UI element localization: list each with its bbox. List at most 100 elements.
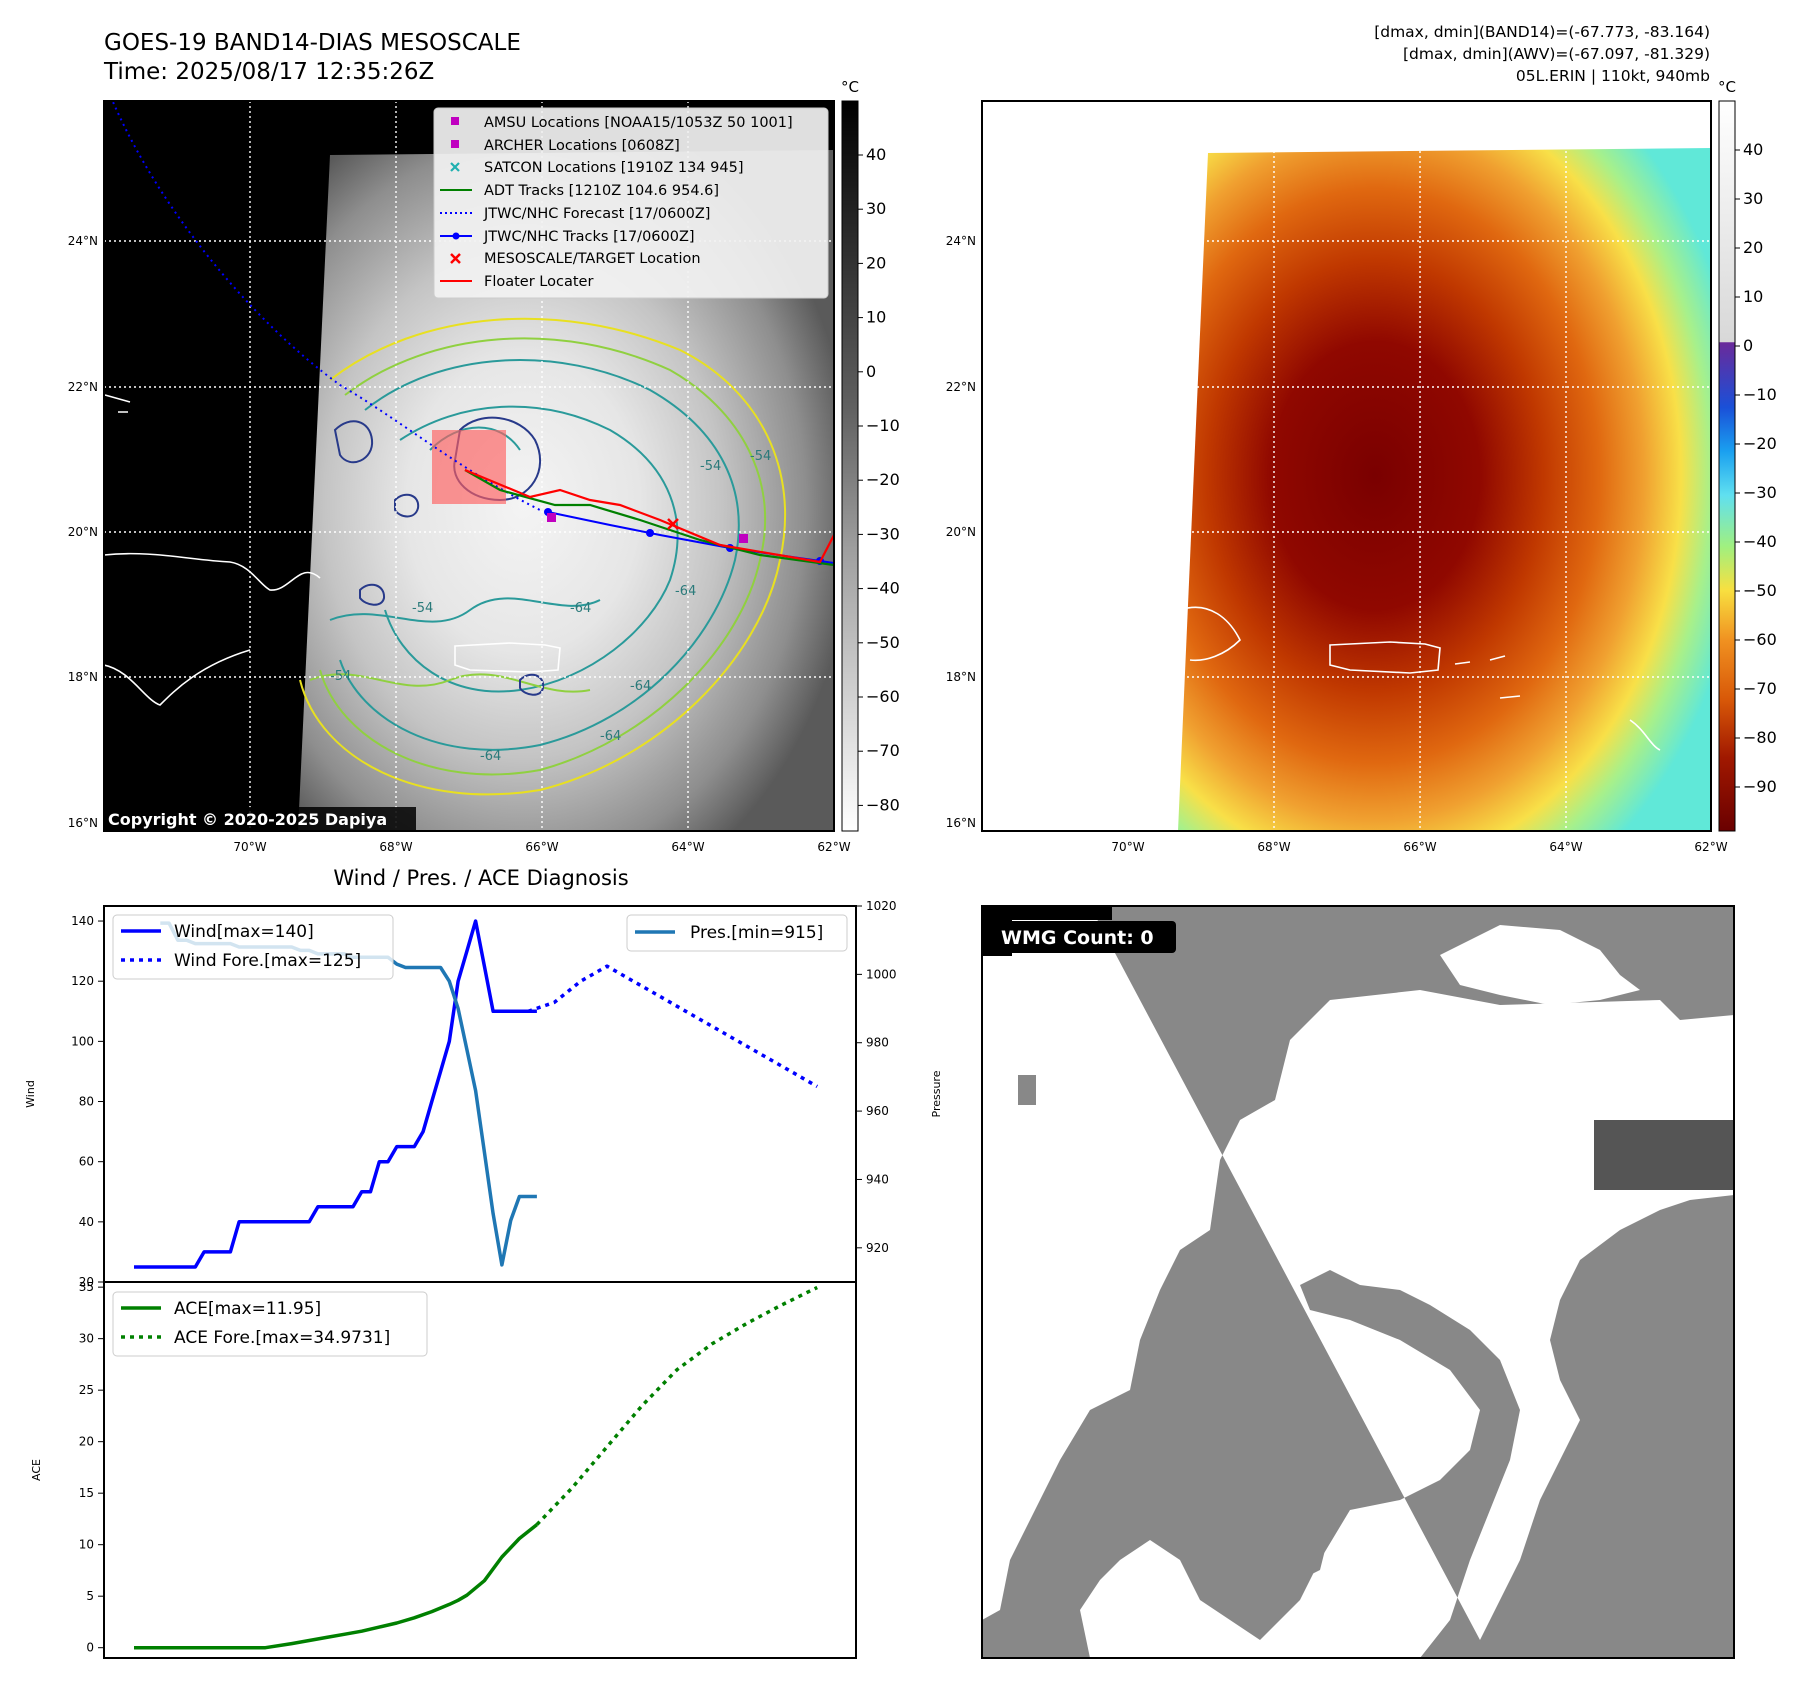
ir-coastlines — [104, 394, 561, 706]
colorbar-tick-label: −70 — [1743, 679, 1777, 698]
ir-colorbar-unit: °C — [841, 78, 859, 96]
lon-label: 62°W — [1694, 840, 1727, 854]
legend-label-wind: Wind[max=140] — [174, 922, 314, 942]
ir-legend: AMSU Locations [NOAA15/1053Z 50 1001] AR… — [433, 107, 829, 299]
contour-label: -64 — [600, 729, 621, 744]
ace-series — [134, 1285, 818, 1650]
pressure-tick-label: 1020 — [866, 899, 897, 913]
wmg-count-label: WMG Count: 0 — [1001, 927, 1154, 949]
colorbar-tick-label: 30 — [1743, 189, 1763, 208]
ace-axis-label: ACE — [30, 1459, 43, 1481]
colorbar-tick-label: 20 — [866, 253, 886, 272]
enh-map-panel: 24°N 22°N 20°N 18°N 16°N 70°W 68°W 66°W … — [946, 78, 1777, 854]
legend-marker-mesoscale — [450, 253, 461, 264]
wind-tick-label: 40 — [79, 1215, 94, 1229]
colorbar-tick-label: −30 — [866, 524, 900, 543]
colorbar-tick-label: 0 — [866, 362, 876, 381]
wmg-gap — [1440, 925, 1640, 1005]
ace-tick-label: 35 — [79, 1280, 94, 1294]
lon-label: 68°W — [379, 840, 412, 854]
enh-lon-labels: 70°W 68°W 66°W 64°W 62°W — [1111, 840, 1727, 854]
colorbar-tick-label: −90 — [1743, 777, 1777, 796]
colorbar-tick-label: −10 — [866, 416, 900, 435]
legend-label-ace: ACE[max=11.95] — [174, 1299, 321, 1319]
colorbar-tick-label: 40 — [866, 145, 886, 164]
lat-label: 18°N — [68, 670, 98, 684]
ace-tick-label: 25 — [79, 1383, 94, 1397]
legend-label: JTWC/NHC Tracks [17/0600Z] — [483, 229, 695, 245]
lat-label: 20°N — [68, 525, 98, 539]
legend-marker-amsu — [451, 117, 459, 125]
lon-label: 66°W — [1403, 840, 1436, 854]
series-line — [134, 1523, 538, 1650]
floater-locator — [464, 468, 834, 564]
legend-label-pressure: Pres.[min=915] — [690, 923, 823, 943]
lon-label: 68°W — [1257, 840, 1290, 854]
enh-colorbar-ticks: 40 30 20 10 0 −10 −20 −30 −40 −50 −60 −70 −80 −90 — [1735, 140, 1777, 796]
diagnosis-title: Wind / Pres. / ACE Diagnosis — [333, 866, 628, 890]
legend-label: Floater Locater — [484, 274, 593, 290]
pressure-tick-label: 960 — [866, 1104, 889, 1118]
enh-coastlines — [1179, 606, 1661, 751]
lat-label: 20°N — [946, 525, 976, 539]
ir-colorbar — [841, 100, 859, 832]
ir-lat-labels: 24°N 22°N 20°N 18°N 16°N — [68, 234, 98, 830]
pressure-tick-label: 940 — [866, 1172, 889, 1186]
contour-label: -54 — [750, 449, 771, 464]
copyright-box — [104, 807, 416, 831]
contour-label: -64 — [480, 749, 501, 764]
lat-label: 22°N — [946, 380, 976, 394]
band14-range: [dmax, dmin](BAND14)=(-67.773, -83.164) — [1374, 23, 1710, 41]
colorbar-tick-label: 40 — [1743, 140, 1763, 159]
mesoscale-target-markers — [667, 518, 679, 530]
wmg-panel: WMG Count: 0 — [981, 905, 1735, 1659]
wind-legend: Wind[max=140] Wind Fore.[max=125] Pres.[… — [112, 914, 848, 980]
enh-colorbar — [1718, 100, 1736, 832]
enh-imagery — [1178, 148, 1711, 831]
legend-label: MESOSCALE/TARGET Location — [484, 251, 701, 267]
colorbar-tick-label: −30 — [1743, 483, 1777, 502]
wind-tick-label: 60 — [79, 1155, 94, 1169]
awv-range: [dmax, dmin](AWV)=(-67.097, -81.329) — [1403, 45, 1710, 63]
legend-marker-archer — [451, 140, 459, 148]
legend-label: SATCON Locations [1910Z 134 945] — [484, 160, 743, 176]
figure-title: GOES-19 BAND14-DIAS MESOSCALE — [104, 30, 521, 56]
legend-label-wind-forecast: Wind Fore.[max=125] — [174, 951, 361, 971]
series-line — [535, 1285, 818, 1526]
wind-pressure-chart: Wind / Pres. / ACE Diagnosis 20 40 60 80 100… — [24, 866, 943, 1289]
wmg-count-badge — [994, 921, 1176, 953]
colorbar-tick-label: −60 — [866, 687, 900, 706]
ace-tick-label: 0 — [86, 1641, 94, 1655]
colorbar-tick-label: 10 — [866, 308, 886, 327]
legend-label: ADT Tracks [1210Z 104.6 954.6] — [484, 183, 719, 199]
lon-label: 70°W — [1111, 840, 1144, 854]
ir-lon-labels: 70°W 68°W 66°W 64°W 62°W — [233, 840, 850, 854]
colorbar-tick-label: −80 — [866, 795, 900, 814]
legend-label: JTWC/NHC Forecast [17/0600Z] — [483, 206, 710, 222]
wind-tick-label: 80 — [79, 1095, 94, 1109]
lon-label: 64°W — [1549, 840, 1582, 854]
enh-map-frame — [981, 100, 1712, 832]
storm-info: 05L.ERIN | 110kt, 940mb — [1516, 67, 1710, 85]
wmg-cell — [1012, 1078, 1016, 1082]
mesoscale-target-box — [432, 430, 506, 504]
ace-tick-label: 30 — [79, 1332, 94, 1346]
ace-chart: 0 5 10 15 20 25 30 35 ACE ACE[max=11.95] ACE Fo… — [30, 1280, 857, 1659]
ace-axes: 0 5 10 15 20 25 30 35 — [79, 1280, 104, 1655]
wind-tick-label: 20 — [79, 1275, 94, 1289]
legend-box — [112, 914, 394, 980]
series-line — [527, 964, 819, 1089]
wind-tick-label: 100 — [71, 1034, 94, 1048]
wmg-corner — [982, 906, 1112, 920]
ir-imagery — [298, 150, 834, 831]
colorbar-tick-label: 10 — [1743, 287, 1763, 306]
colorbar-tick-label: −50 — [866, 633, 900, 652]
wmg-mask — [982, 906, 1734, 1658]
lon-label: 62°W — [817, 840, 850, 854]
wind-tick-label: 120 — [71, 974, 94, 988]
ace-tick-label: 5 — [86, 1589, 94, 1603]
ir-map-frame — [103, 100, 835, 832]
colorbar-tick-label: −80 — [1743, 728, 1777, 747]
ace-legend: ACE[max=11.95] ACE Fore.[max=34.9731] — [112, 1291, 428, 1357]
